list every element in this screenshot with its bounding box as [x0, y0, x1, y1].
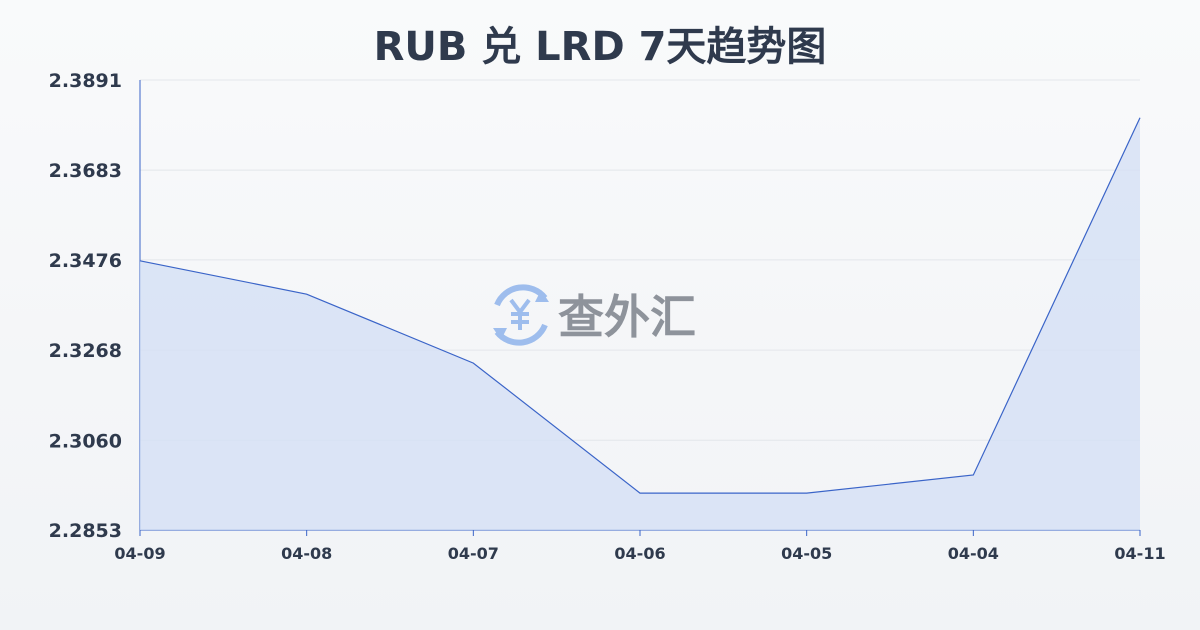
y-tick-label: 2.3891 [49, 70, 122, 92]
y-tick-label: 2.3683 [49, 160, 122, 182]
svg-text:查外汇: 查外汇 [558, 290, 696, 344]
y-tick-label: 2.3060 [49, 430, 122, 452]
x-tick-label: 04-06 [614, 544, 665, 563]
y-tick-label: 2.3476 [49, 250, 122, 272]
x-tick-label: 04-09 [114, 544, 165, 563]
y-tick-label: 2.2853 [49, 520, 122, 542]
watermark-logo: 查外汇 [493, 284, 696, 346]
x-tick-label: 04-05 [781, 544, 832, 563]
x-tick-label: 04-04 [948, 544, 999, 563]
y-tick-label: 2.3268 [49, 340, 122, 362]
x-tick-label: 04-11 [1114, 544, 1165, 563]
area-fill [140, 117, 1140, 530]
x-tick-label: 04-07 [448, 544, 499, 563]
yen-exchange-icon [493, 284, 549, 346]
chart-title: RUB 兑 LRD 7天趋势图 [373, 24, 827, 70]
x-tick-label: 04-08 [281, 544, 332, 563]
